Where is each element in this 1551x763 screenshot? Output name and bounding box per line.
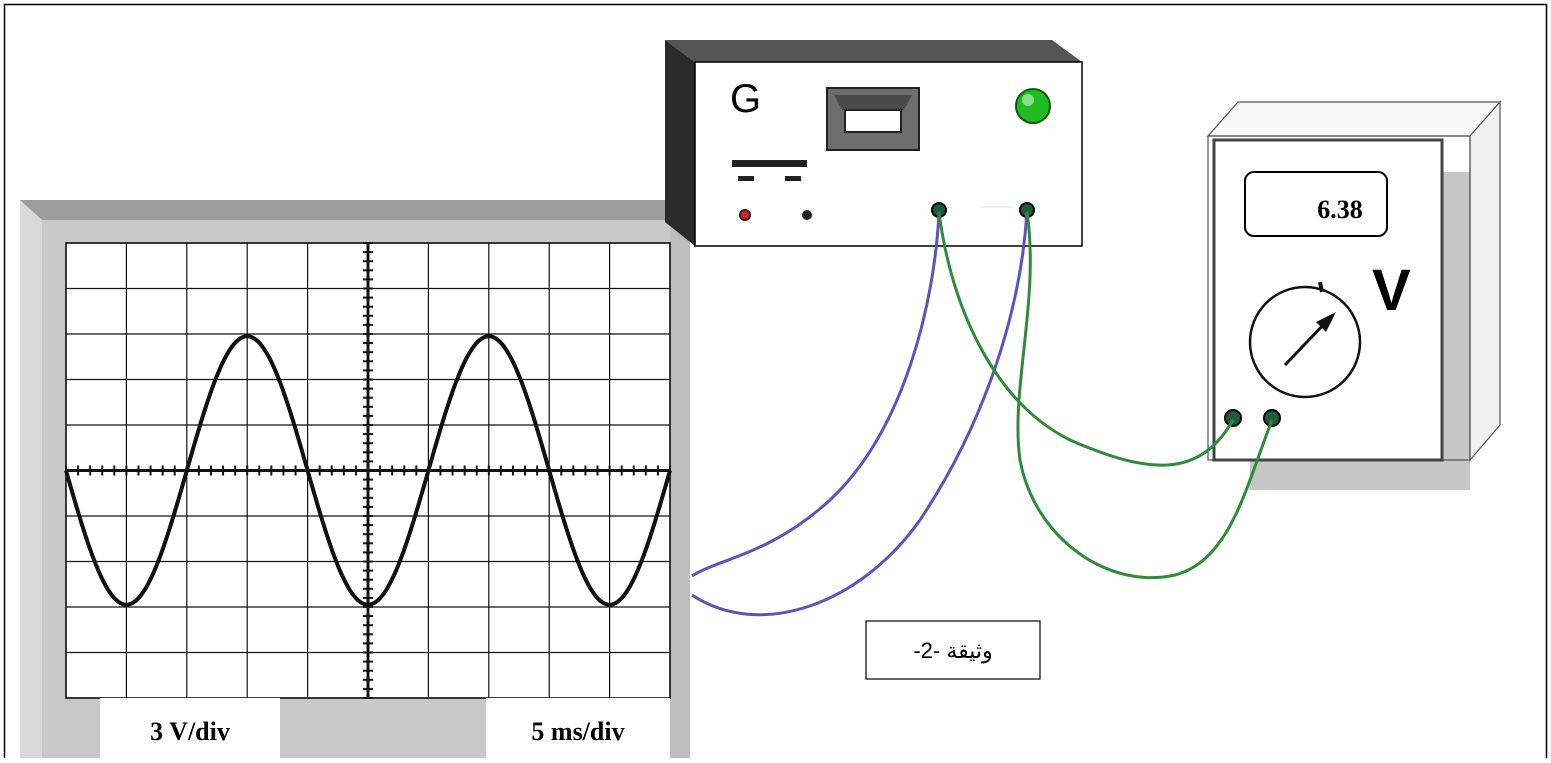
blue-wire-1 bbox=[691, 211, 941, 578]
time-base-label: 5 ms/div bbox=[531, 717, 624, 746]
oscilloscope: 3 V/div 5 ms/div bbox=[20, 200, 690, 758]
figure-caption: وثيقة -2- bbox=[913, 638, 992, 663]
signal-waveform bbox=[64, 334, 672, 607]
voltmeter-unit: V bbox=[1372, 258, 1411, 323]
wires bbox=[691, 211, 1274, 617]
voltmeter: 6.38 V bbox=[1206, 100, 1502, 490]
voltmeter-needle bbox=[1283, 320, 1328, 367]
dc-symbol-dash-1 bbox=[738, 176, 754, 181]
oscilloscope-frame-top bbox=[20, 200, 690, 220]
generator-terminal-black bbox=[802, 210, 812, 220]
vertical-sensitivity-label: 3 V/div bbox=[150, 717, 230, 746]
generator-label: G bbox=[730, 77, 761, 121]
page-border bbox=[3, 3, 1548, 763]
voltmeter-terminal-1 bbox=[1224, 409, 1242, 427]
voltmeter-side bbox=[1469, 100, 1501, 462]
voltmeter-top bbox=[1206, 101, 1502, 137]
generator-terminal-red bbox=[739, 209, 751, 221]
generator-side bbox=[665, 40, 695, 246]
dc-symbol-dash-2 bbox=[785, 176, 801, 181]
green-wire-2 bbox=[1016, 211, 1274, 580]
voltmeter-reading: 6.38 bbox=[1317, 195, 1363, 224]
generator-display-screen bbox=[844, 109, 902, 133]
time-base-box bbox=[486, 698, 670, 758]
blue-wire-2 bbox=[691, 211, 1029, 617]
caption-box bbox=[865, 620, 1041, 680]
dc-symbol-top bbox=[732, 160, 807, 167]
voltmeter-display bbox=[1244, 171, 1388, 237]
power-indicator-light bbox=[1015, 88, 1051, 124]
oscilloscope-frame-left bbox=[20, 200, 42, 758]
voltmeter-terminal-2 bbox=[1263, 409, 1281, 427]
generator-front bbox=[694, 61, 1083, 247]
generator: G bbox=[665, 40, 1083, 247]
voltmeter-needle-arrow bbox=[1316, 312, 1336, 332]
green-wire-1 bbox=[937, 211, 1235, 467]
vertical-sensitivity-box bbox=[100, 698, 280, 758]
generator-top bbox=[665, 40, 1082, 62]
